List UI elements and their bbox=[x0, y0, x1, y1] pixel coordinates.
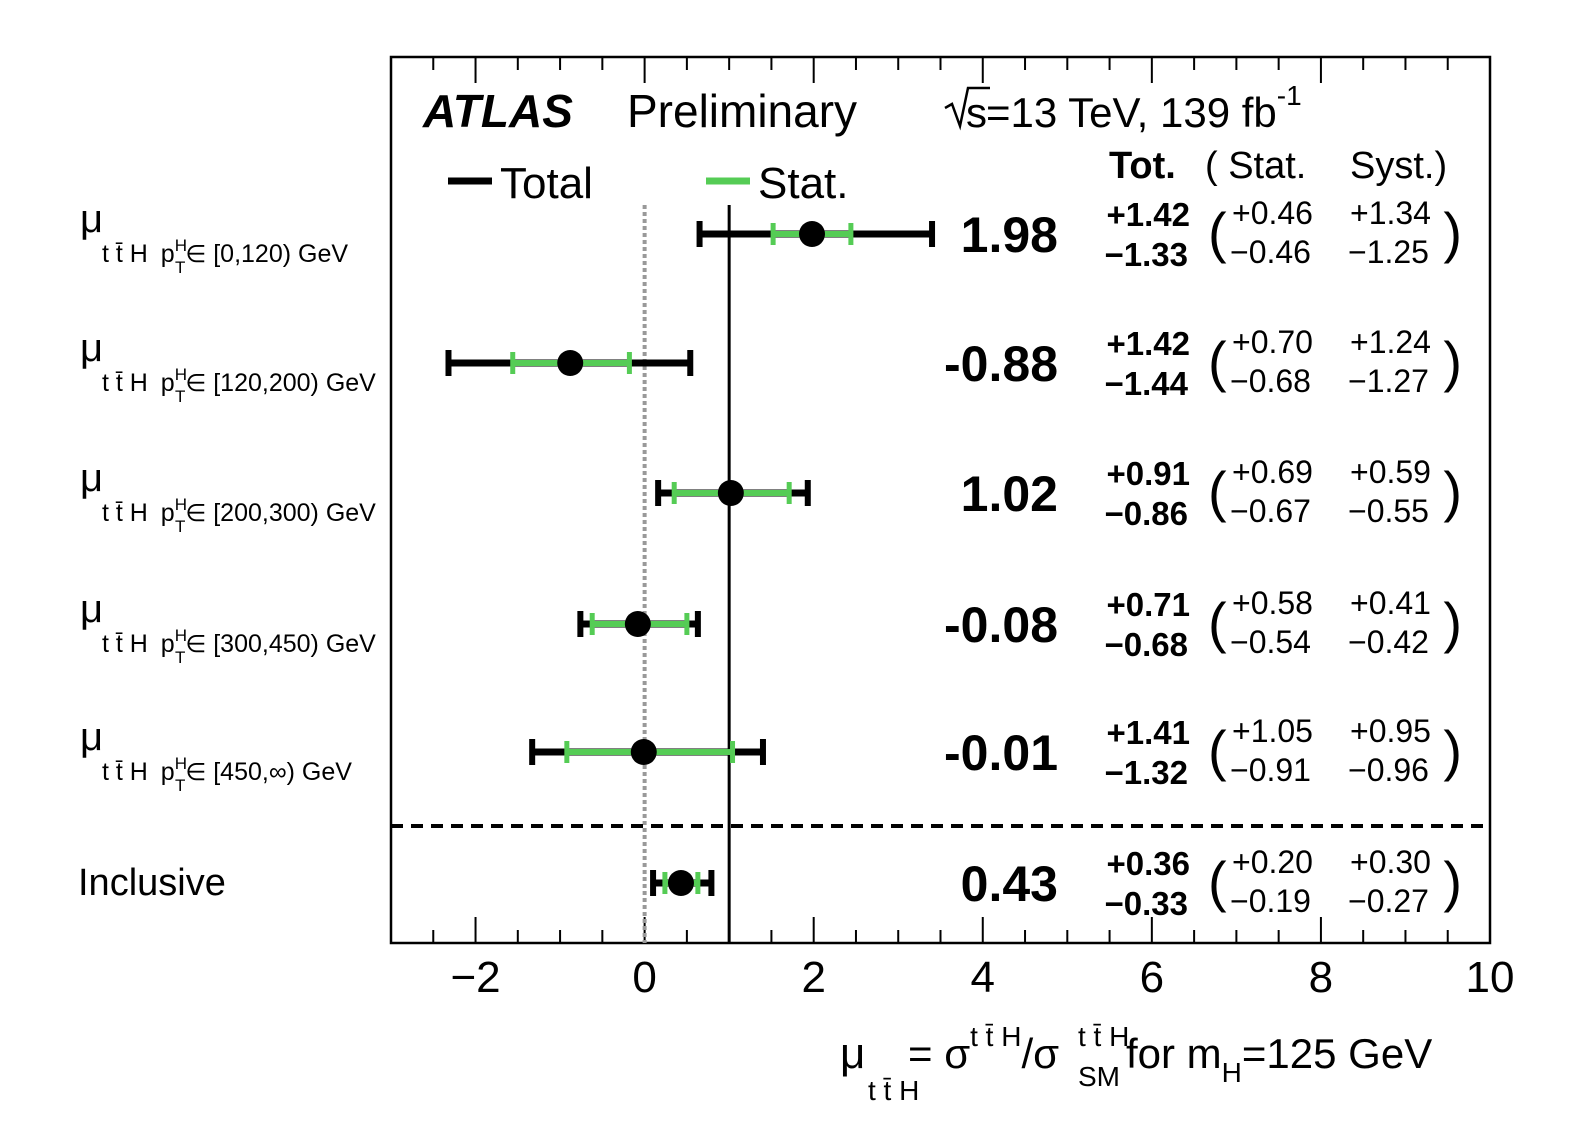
stat-error-down: −0.91 bbox=[1230, 752, 1311, 788]
stat-error-down: −0.54 bbox=[1230, 624, 1311, 660]
open-paren: ( bbox=[1208, 201, 1227, 264]
atlas-label: ATLAS bbox=[422, 85, 573, 137]
tot-error-up: +1.41 bbox=[1107, 714, 1191, 751]
close-paren: ) bbox=[1443, 201, 1462, 264]
central-value-text: 1.02 bbox=[961, 466, 1058, 522]
row-label-bin: t t̄ H pH T∈ [200,300) GeV bbox=[102, 495, 376, 536]
tot-error-down: −1.33 bbox=[1105, 236, 1189, 273]
x-tick-label: 4 bbox=[971, 953, 995, 1002]
tot-error-up: +0.36 bbox=[1107, 845, 1191, 882]
stat-error-up: +0.20 bbox=[1232, 844, 1313, 880]
preliminary-label: Preliminary bbox=[627, 85, 857, 137]
legend-total-label: Total bbox=[500, 159, 593, 208]
syst-error-down: −0.55 bbox=[1348, 493, 1429, 529]
stat-error-up: +0.46 bbox=[1232, 195, 1313, 231]
x-tick-label: −2 bbox=[450, 953, 500, 1002]
row-label-mu: μ bbox=[80, 715, 103, 759]
tot-error-down: −1.32 bbox=[1105, 754, 1189, 791]
close-paren: ) bbox=[1443, 591, 1462, 654]
x-axis-label-mu: μ bbox=[840, 1029, 865, 1078]
syst-error-down: −0.42 bbox=[1348, 624, 1429, 660]
close-paren: ) bbox=[1443, 460, 1462, 523]
row-label-bin: t t̄ H pH T∈ [120,200) GeV bbox=[102, 365, 376, 406]
row-label-mu: μ bbox=[80, 587, 103, 631]
x-axis-label-mu-sub: t t̄ H bbox=[868, 1075, 919, 1106]
central-value-text: -0.01 bbox=[944, 725, 1058, 781]
stat-error-down: −0.46 bbox=[1230, 234, 1311, 270]
central-value-point bbox=[717, 480, 744, 506]
x-axis-label-sm-sub: SM bbox=[1078, 1061, 1120, 1092]
stat-error-up: +0.70 bbox=[1232, 324, 1313, 360]
x-tick-label: 6 bbox=[1140, 953, 1164, 1002]
x-axis-label-rest: for mH=125 GeV bbox=[1126, 1030, 1432, 1088]
close-paren: ) bbox=[1443, 719, 1462, 782]
open-paren: ( bbox=[1208, 850, 1227, 913]
close-paren: ) bbox=[1443, 330, 1462, 393]
x-axis-label-sm-sup: t t̄ H bbox=[1078, 1021, 1129, 1052]
syst-error-down: −0.96 bbox=[1348, 752, 1429, 788]
energy-s: s bbox=[966, 89, 987, 136]
tot-error-down: −0.33 bbox=[1105, 885, 1189, 922]
stat-error-down: −0.19 bbox=[1230, 883, 1311, 919]
syst-error-up: +0.95 bbox=[1350, 713, 1431, 749]
row-label: Inclusive bbox=[78, 862, 226, 904]
central-value-text: 0.43 bbox=[961, 856, 1058, 912]
stat-error-up: +0.58 bbox=[1232, 585, 1313, 621]
central-value-point bbox=[630, 739, 657, 765]
syst-error-down: −1.27 bbox=[1348, 363, 1429, 399]
tot-error-up: +1.42 bbox=[1107, 196, 1191, 233]
syst-error-up: +1.34 bbox=[1350, 195, 1431, 231]
row-label-mu: μ bbox=[80, 326, 103, 370]
syst-error-up: +0.59 bbox=[1350, 454, 1431, 490]
x-tick-label: 0 bbox=[632, 953, 656, 1002]
x-axis-label-sigma: = σt t̄ H/σ bbox=[908, 1021, 1059, 1077]
central-value-text: -0.08 bbox=[944, 597, 1058, 653]
row-label-mu: μ bbox=[80, 456, 103, 500]
tot-error-up: +0.91 bbox=[1107, 455, 1191, 492]
x-tick-label: 2 bbox=[801, 953, 825, 1002]
tot-error-up: +1.42 bbox=[1107, 325, 1191, 362]
stat-error-down: −0.68 bbox=[1230, 363, 1311, 399]
central-value-point bbox=[667, 870, 694, 896]
syst-error-down: −0.27 bbox=[1348, 883, 1429, 919]
row-label-mu: μ bbox=[80, 197, 103, 241]
central-value-text: -0.88 bbox=[944, 336, 1058, 392]
stat-error-up: +1.05 bbox=[1232, 713, 1313, 749]
col-header-stat: ( Stat. bbox=[1205, 145, 1306, 187]
tot-error-down: −0.68 bbox=[1105, 626, 1189, 663]
tot-error-up: +0.71 bbox=[1107, 586, 1191, 623]
energy-label: =13 TeV, 139 fb-1 bbox=[986, 80, 1302, 136]
stat-error-up: +0.69 bbox=[1232, 454, 1313, 490]
syst-error-down: −1.25 bbox=[1348, 234, 1429, 270]
sqrt-icon bbox=[944, 86, 990, 131]
tot-error-down: −1.44 bbox=[1105, 365, 1189, 402]
syst-error-up: +1.24 bbox=[1350, 324, 1431, 360]
close-paren: ) bbox=[1443, 850, 1462, 913]
tot-error-down: −0.86 bbox=[1105, 495, 1189, 532]
central-value-point bbox=[624, 611, 651, 637]
syst-error-up: +0.41 bbox=[1350, 585, 1431, 621]
open-paren: ( bbox=[1208, 719, 1227, 782]
open-paren: ( bbox=[1208, 330, 1227, 393]
open-paren: ( bbox=[1208, 591, 1227, 654]
row-label-bin: t t̄ H pH T∈ [300,450) GeV bbox=[102, 626, 376, 667]
central-value-point bbox=[557, 350, 584, 376]
central-value-point bbox=[799, 221, 826, 247]
x-tick-label: 10 bbox=[1466, 953, 1515, 1002]
syst-error-up: +0.30 bbox=[1350, 844, 1431, 880]
open-paren: ( bbox=[1208, 460, 1227, 523]
row-label-bin: t t̄ H pH T∈ [0,120) GeV bbox=[102, 236, 348, 277]
x-tick-label: 8 bbox=[1309, 953, 1333, 1002]
legend-stat-label: Stat. bbox=[758, 159, 849, 208]
row-label-bin: t t̄ H pH T∈ [450,∞) GeV bbox=[102, 754, 352, 795]
col-header-syst: Syst.) bbox=[1350, 145, 1447, 187]
central-value-text: 1.98 bbox=[961, 207, 1058, 263]
stat-error-down: −0.67 bbox=[1230, 493, 1311, 529]
col-header-tot: Tot. bbox=[1109, 145, 1176, 187]
